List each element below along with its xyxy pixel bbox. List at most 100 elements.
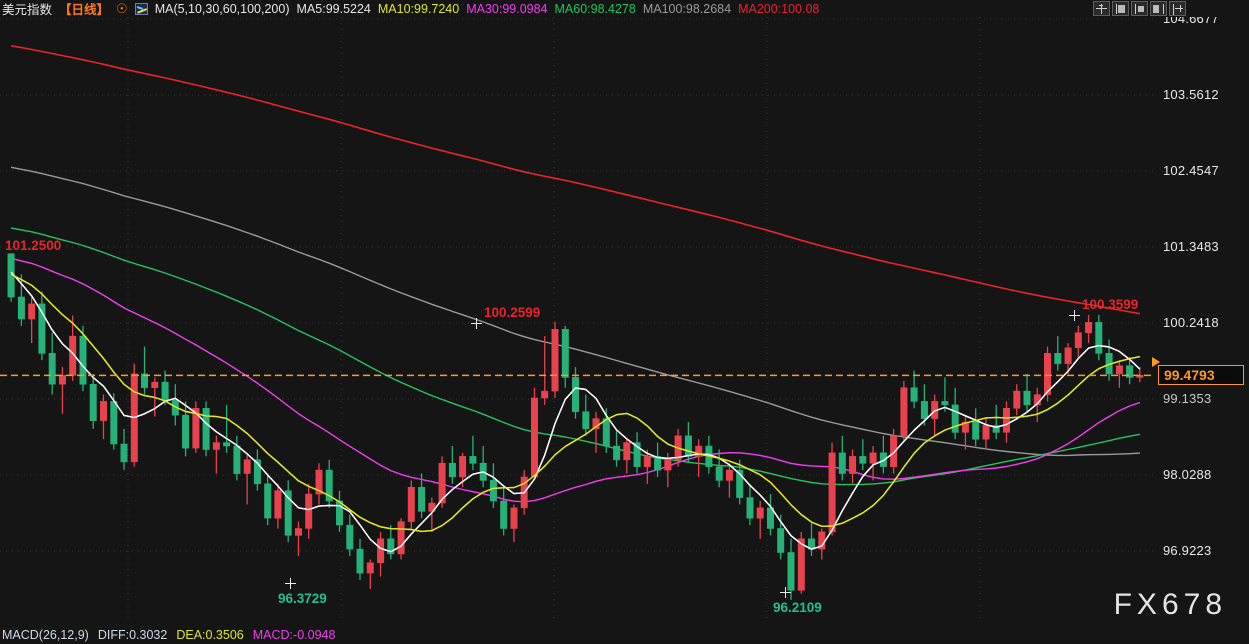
exit-arrow-icon[interactable] — [1169, 1, 1186, 16]
candle — [941, 401, 949, 406]
candle — [192, 407, 200, 449]
candle — [58, 374, 66, 385]
candle — [1013, 390, 1021, 409]
ma100-value: MA100:98.2684 — [642, 1, 732, 16]
candle — [253, 459, 261, 485]
candle — [510, 507, 518, 529]
candle — [756, 507, 764, 519]
candle — [202, 407, 210, 450]
ma-indicator-icon[interactable] — [134, 2, 148, 15]
candle — [910, 387, 918, 402]
candle — [212, 442, 220, 450]
candle — [79, 335, 87, 385]
candle — [633, 442, 641, 467]
candle — [448, 462, 456, 478]
candle — [1085, 322, 1093, 333]
macd-indicator-bar: MACD(26,12,9) DIFF:0.3032 DEA:0.3506 MAC… — [0, 626, 1249, 644]
extreme-marker-crosshair-icon — [285, 578, 296, 589]
candle — [766, 507, 774, 529]
candle — [1054, 352, 1062, 364]
site-watermark: FX678 — [1113, 588, 1227, 621]
candle — [571, 377, 579, 412]
candle — [120, 443, 128, 463]
move-crosshair-icon[interactable] — [1093, 1, 1110, 16]
candle — [500, 500, 508, 529]
candle — [787, 552, 795, 591]
candle — [530, 397, 538, 478]
candle — [828, 452, 836, 533]
ma-parameters[interactable]: MA(5,10,30,60,100,200) — [154, 1, 290, 16]
candle — [890, 435, 898, 467]
candle — [838, 452, 846, 474]
candle — [725, 469, 733, 481]
axis-tick-label: 99.1353 — [1163, 391, 1212, 406]
macd-name[interactable]: MACD(26,12,9) — [2, 628, 89, 642]
candle — [48, 352, 56, 385]
candle — [387, 538, 395, 555]
macd-diff-value: DIFF:0.3032 — [97, 628, 168, 642]
candle — [746, 497, 754, 519]
crosshair-dot-icon[interactable]: ☉ — [116, 0, 128, 16]
candle — [920, 401, 928, 419]
candle — [951, 404, 959, 433]
bar-middle-icon[interactable] — [1131, 1, 1148, 16]
axis-tick-label: 101.3483 — [1163, 239, 1219, 254]
candle — [315, 469, 323, 495]
chart-toolbar — [1093, 1, 1186, 16]
candle — [869, 452, 877, 464]
axis-tick-label: 98.0288 — [1163, 467, 1212, 482]
axis-tick-label: 102.4547 — [1163, 163, 1219, 178]
candle — [284, 490, 292, 536]
candle — [407, 486, 415, 522]
candle — [654, 456, 662, 471]
axis-tick-label: 100.2418 — [1163, 315, 1219, 330]
ma30-value: MA30:99.0984 — [466, 1, 548, 16]
bar-right-icon[interactable] — [1150, 1, 1167, 16]
candle — [643, 456, 651, 467]
moving-average-lines — [10, 45, 1141, 553]
candle — [28, 303, 36, 320]
candle — [151, 381, 159, 389]
candle — [961, 421, 969, 433]
candle — [346, 524, 354, 550]
candle — [223, 442, 231, 447]
candle — [397, 521, 405, 555]
price-chart-plot[interactable] — [0, 17, 1155, 622]
price-axis[interactable]: 104.6677 103.5612 102.4547 101.3483 100.2418… — [1152, 11, 1249, 622]
candle — [777, 528, 785, 553]
last-price-arrow-icon — [1152, 357, 1160, 368]
candle — [428, 502, 436, 512]
candle — [264, 483, 272, 519]
symbol-period[interactable]: 【日线】 — [59, 3, 110, 17]
ma-line-ma100 — [10, 166, 1140, 457]
last-price-badge[interactable]: 99.4793 — [1152, 357, 1244, 386]
candle — [233, 445, 241, 474]
ma200-value: MA200:100.08 — [738, 1, 820, 16]
candle — [900, 387, 908, 437]
candle — [161, 381, 169, 401]
candlestick-svg — [0, 17, 1155, 622]
candle — [684, 435, 692, 457]
candle — [438, 462, 446, 504]
candle — [356, 548, 364, 574]
candle — [377, 538, 385, 564]
bar-left-icon[interactable] — [1112, 1, 1129, 16]
axis-tick-label: 103.5612 — [1163, 87, 1219, 102]
candle — [664, 459, 672, 471]
chart-header-bar: 美元指数 【日线】 ☉ MA(5,10,30,60,100,200) MA5:9… — [0, 0, 1249, 17]
symbol-name[interactable]: 美元指数 — [2, 3, 53, 17]
ma5-value: MA5:99.5224 — [296, 1, 371, 16]
candle — [459, 456, 467, 478]
candle — [1115, 365, 1123, 375]
candle — [551, 328, 559, 392]
candle — [736, 469, 744, 498]
extreme-marker-crosshair-icon — [780, 587, 791, 598]
ma-line-ma200 — [10, 45, 1141, 315]
candle — [602, 418, 610, 447]
extreme-marker-crosshair-icon — [471, 318, 482, 329]
swing-low-left: 96.3729 — [278, 591, 327, 606]
candle — [1002, 407, 1010, 433]
ma60-value: MA60:98.4278 — [554, 1, 636, 16]
candle — [1023, 390, 1031, 406]
candle — [325, 469, 333, 502]
